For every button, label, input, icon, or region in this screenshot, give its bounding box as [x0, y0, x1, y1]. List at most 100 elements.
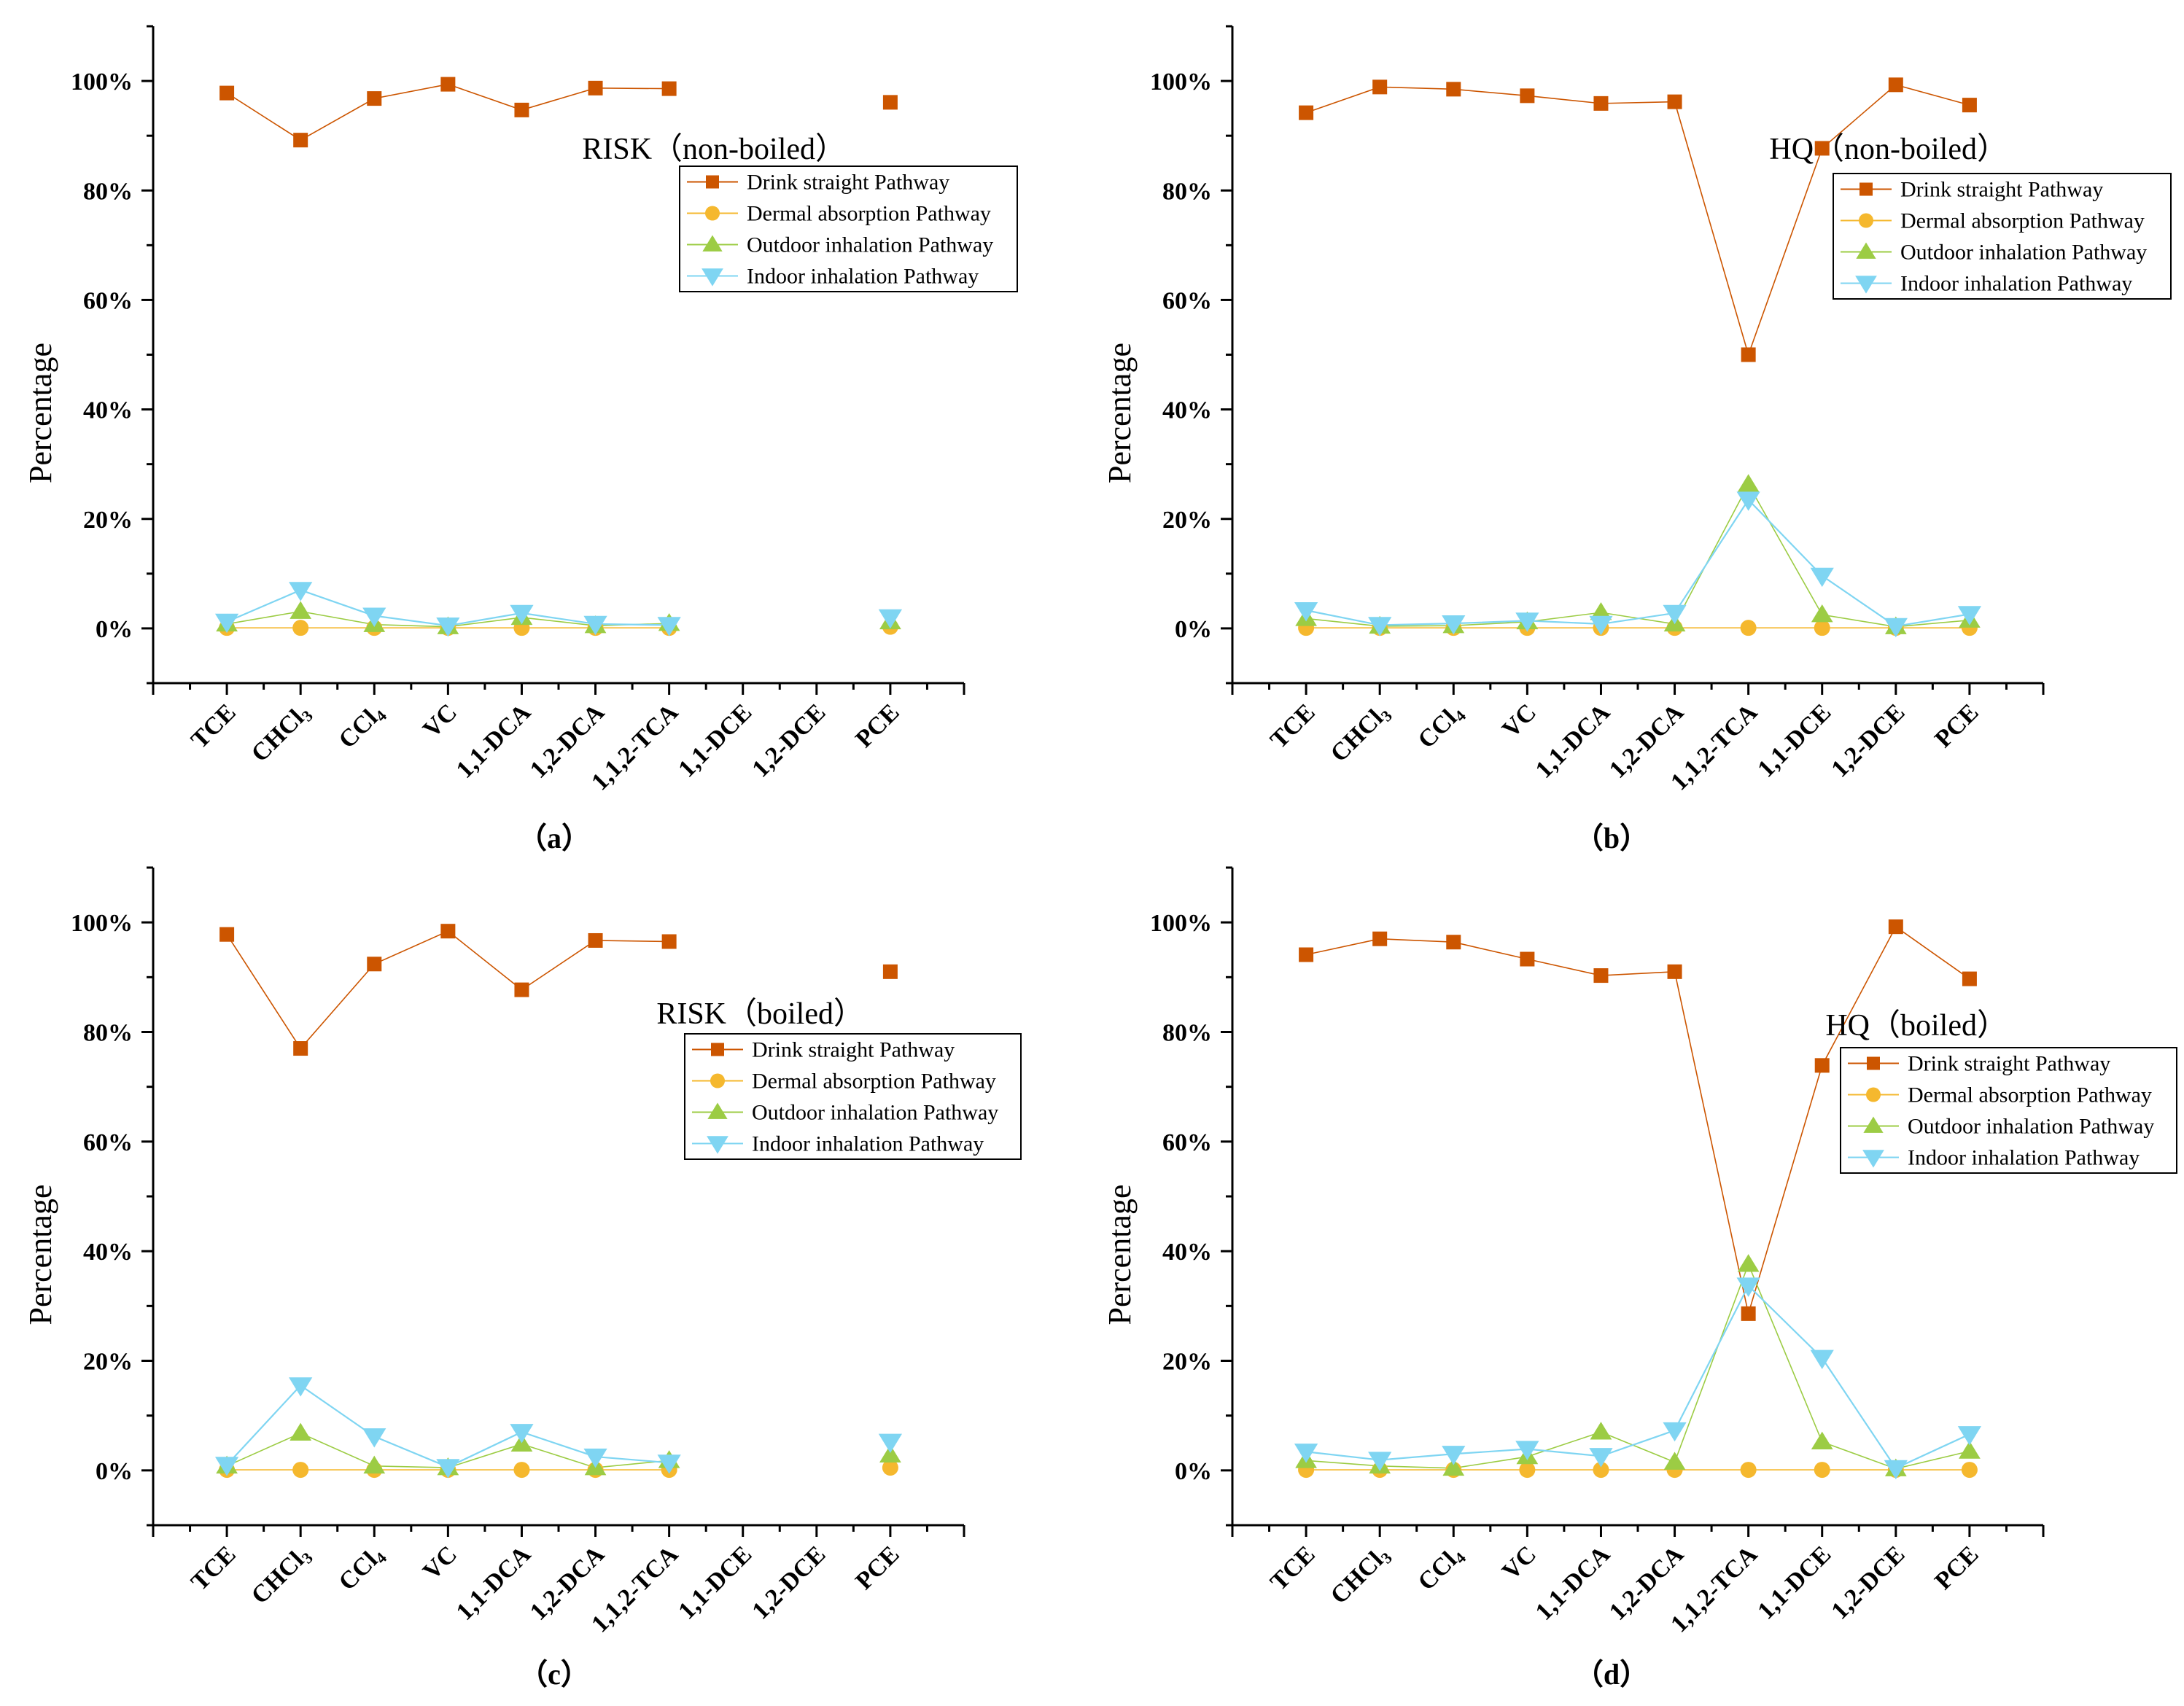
legend-label: Outdoor inhalation Pathway: [1900, 241, 2147, 265]
data-point: [367, 91, 382, 106]
data-point: [1814, 1058, 1830, 1073]
data-point: [436, 618, 460, 637]
data-point: [214, 1457, 239, 1476]
y-tick-label: 40%: [83, 1239, 133, 1266]
y-axis-title: Percentage: [1102, 343, 1138, 483]
y-axis-title: Percentage: [1102, 1185, 1138, 1325]
data-point: [292, 620, 309, 636]
legend-marker: [1867, 1056, 1880, 1070]
data-point: [362, 1428, 386, 1448]
y-tick-label: 40%: [1162, 397, 1212, 424]
x-tick-label: 1,1-DCA: [1531, 1541, 1616, 1626]
data-point: [1663, 1422, 1687, 1442]
data-point: [1590, 1422, 1612, 1440]
data-point: [293, 1041, 308, 1056]
data-point: [1593, 968, 1609, 984]
data-point: [1814, 620, 1830, 636]
data-point: [219, 927, 235, 942]
data-point: [1663, 604, 1687, 625]
data-point: [1957, 1426, 1982, 1446]
y-axis-title: Percentage: [23, 343, 58, 483]
chart-title: RISK（boiled）: [656, 997, 864, 1031]
y-tick-label: 60%: [1162, 1129, 1212, 1156]
data-point: [1741, 347, 1756, 362]
chart-title: HQ（non-boiled）: [1769, 133, 2008, 166]
legend-label: Drink straight Pathway: [1908, 1052, 2110, 1076]
y-tick-label: 100%: [1150, 69, 1212, 96]
data-point: [1736, 1277, 1760, 1297]
legend-marker: [1866, 1087, 1881, 1102]
panel-label: （a）: [518, 822, 591, 854]
data-point: [1814, 141, 1830, 156]
data-point: [440, 77, 456, 92]
data-point: [588, 932, 603, 948]
legend-marker: [1856, 242, 1876, 259]
data-point: [514, 982, 529, 997]
data-point: [1515, 612, 1539, 632]
series-line: [1305, 1284, 1970, 1470]
data-point: [882, 1460, 898, 1476]
data-point: [1888, 77, 1903, 93]
data-point: [1372, 79, 1388, 95]
data-point: [514, 102, 529, 117]
data-point: [1962, 98, 1977, 113]
legend-box: [684, 1033, 1022, 1160]
y-tick-label: 20%: [83, 1349, 133, 1376]
y-tick-label: 0%: [1175, 1458, 1212, 1485]
data-point: [657, 617, 681, 636]
y-tick-label: 80%: [1162, 1020, 1212, 1047]
legend-label: Drink straight Pathway: [747, 171, 949, 195]
data-point: [1740, 620, 1757, 636]
data-point: [1667, 964, 1682, 979]
y-tick-label: 0%: [1175, 616, 1212, 643]
data-point: [882, 95, 898, 110]
legend-marker: [1863, 1116, 1884, 1133]
y-tick-label: 40%: [83, 397, 133, 424]
data-point: [1957, 606, 1982, 626]
data-point: [513, 1462, 530, 1479]
legend-box: [1833, 173, 2172, 300]
data-point: [1962, 971, 1977, 986]
data-point: [1593, 96, 1609, 111]
data-point: [878, 609, 903, 629]
x-tick-label: PCE: [1930, 1541, 1983, 1594]
data-point: [1959, 1441, 1981, 1459]
data-point: [1811, 604, 1833, 623]
data-point: [1372, 931, 1388, 946]
data-point: [1442, 615, 1466, 635]
legend-label: Drink straight Pathway: [752, 1038, 955, 1062]
data-point: [1515, 1441, 1539, 1460]
y-tick-label: 80%: [83, 1020, 133, 1047]
legend-marker: [705, 206, 720, 221]
x-tick-label: 1,1-DCE: [1752, 1541, 1836, 1624]
data-point: [1589, 1448, 1613, 1468]
data-point: [1593, 1462, 1609, 1479]
data-point: [1520, 88, 1535, 104]
data-point: [1961, 1462, 1978, 1479]
data-point: [1740, 1462, 1757, 1479]
data-point: [289, 1422, 312, 1441]
legend-marker: [710, 1073, 725, 1088]
data-point: [367, 957, 382, 972]
data-point: [1446, 82, 1461, 97]
legend-marker: [702, 235, 723, 252]
legend-label: Drink straight Pathway: [1900, 178, 2103, 202]
data-point: [510, 1424, 534, 1444]
y-tick-label: 60%: [1162, 287, 1212, 314]
data-point: [1520, 951, 1535, 967]
y-axis-title: Percentage: [23, 1185, 58, 1325]
data-point: [214, 613, 239, 634]
legend-label: Dermal absorption Pathway: [1908, 1083, 2152, 1107]
data-point: [1667, 94, 1682, 109]
data-point: [1294, 602, 1318, 622]
y-tick-label: 100%: [71, 69, 133, 96]
data-point: [363, 1455, 386, 1474]
series-line: [1305, 926, 1970, 1314]
y-tick-label: 0%: [96, 616, 133, 643]
y-tick-label: 60%: [83, 1129, 133, 1156]
data-point: [1299, 105, 1314, 120]
legend-marker: [1859, 182, 1873, 196]
data-point: [1442, 1457, 1465, 1476]
